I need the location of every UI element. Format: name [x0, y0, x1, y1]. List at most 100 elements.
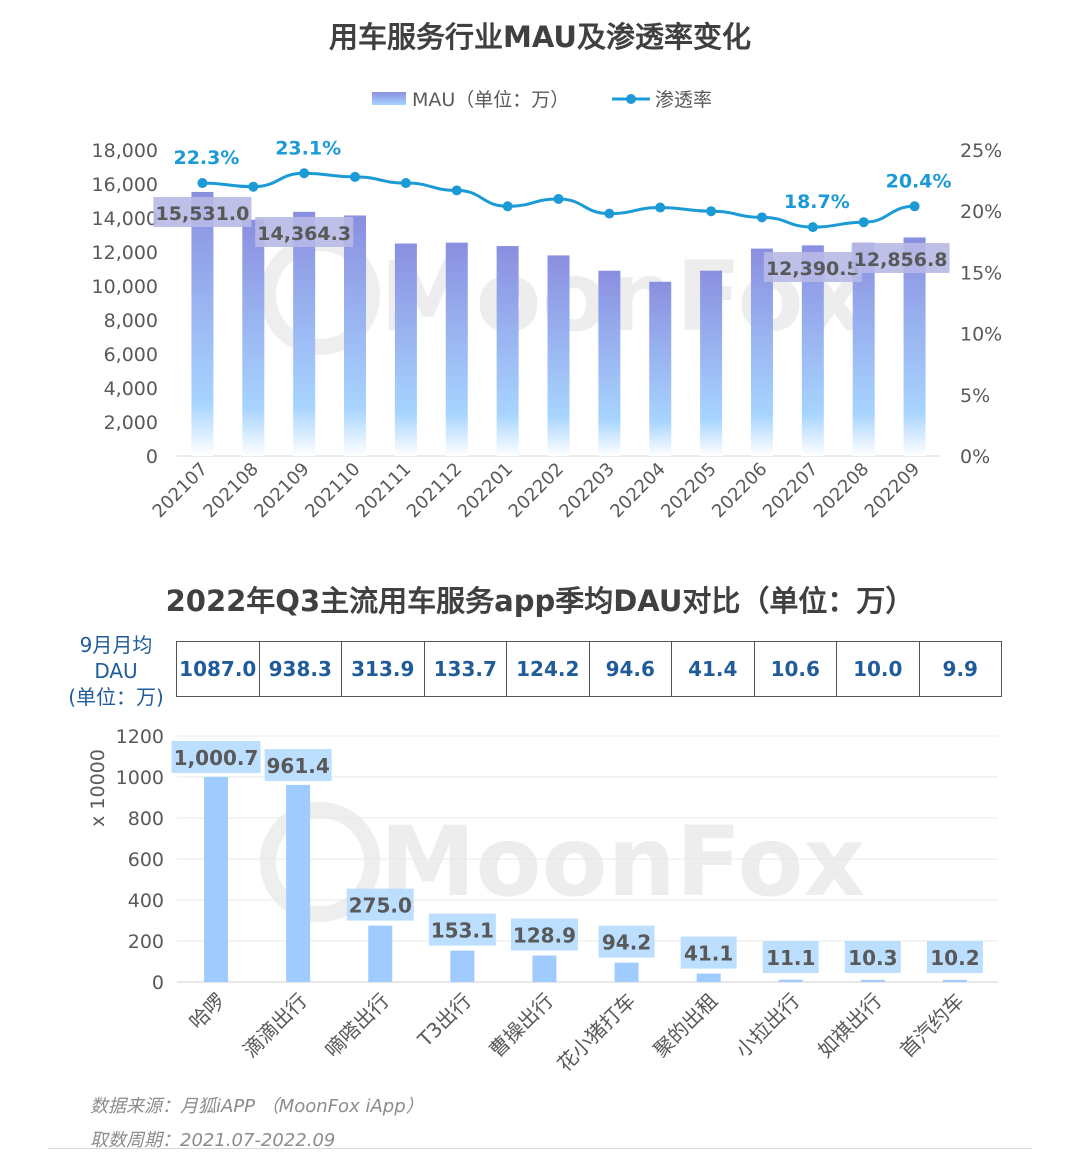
- dau-table-cell: 41.4: [672, 642, 755, 696]
- legend-line-marker: [626, 94, 636, 104]
- dau-label-box: [844, 941, 901, 973]
- dau-label-box: [926, 941, 983, 973]
- dau-table-row-label: 9月月均 DAU (单位：万): [58, 632, 174, 710]
- legend-line-label: 渗透率: [655, 89, 712, 111]
- dau-table-label-line: 9月月均: [79, 633, 153, 657]
- x-axis-tick-label: 滴滴出行: [238, 989, 312, 1063]
- dau-label-box: [346, 888, 414, 921]
- mau-bar: [344, 215, 367, 456]
- dau-table-cell: 1087.0: [177, 642, 260, 696]
- x-axis-tick-label: 首汽约车: [895, 989, 969, 1063]
- mau-label-box: [153, 197, 252, 227]
- x-axis-tick-label: 小拉出行: [731, 989, 805, 1063]
- x-axis-tick-label: 哈啰: [184, 989, 229, 1034]
- mau-bar: [191, 191, 214, 456]
- penetration-label: 20.4%: [886, 170, 952, 192]
- dau-value-label: 10.2: [930, 946, 979, 970]
- dau-table-label-line: (单位：万): [68, 685, 164, 709]
- mau-bar: [700, 270, 723, 456]
- x-axis-tick-label: 聚的出租: [649, 989, 723, 1063]
- mau-bar: [801, 245, 824, 456]
- penetration-point: [655, 202, 666, 213]
- mau-label-box: [255, 217, 354, 247]
- right-axis-tick-label: 0%: [960, 446, 990, 468]
- dau-bar: [368, 925, 393, 982]
- dau-bar: [942, 979, 967, 982]
- watermark-text: MoonFox: [380, 806, 865, 918]
- chart2-title: 2022年Q3主流用车服务app季均DAU对比（单位：万）: [165, 584, 915, 618]
- watermark-logo: [260, 802, 380, 922]
- right-axis-tick-label: 20%: [960, 201, 1002, 223]
- left-axis-tick-label: 10,000: [92, 276, 158, 298]
- penetration-point: [807, 222, 818, 233]
- dau-value-label: 153.1: [431, 919, 494, 943]
- mau-value-label: 14,364.3: [257, 223, 351, 245]
- penetration-label: 18.7%: [784, 191, 850, 213]
- period-note: 取数周期：2021.07-2022.09: [90, 1130, 336, 1151]
- y-axis-tick-label: 1200: [116, 726, 164, 748]
- dau-label-box: [680, 936, 737, 969]
- left-axis-tick-label: 6,000: [104, 344, 158, 366]
- dau-table-cell: 938.3: [260, 642, 342, 696]
- mau-bar: [394, 243, 417, 456]
- dau-table-cell: 9.9: [942, 657, 978, 681]
- dau-label-box: [428, 913, 496, 946]
- penetration-label: 22.3%: [173, 147, 239, 169]
- dau-value-label: 10.3: [848, 946, 897, 970]
- dau-bar: [532, 955, 557, 982]
- dau-label-box: [762, 941, 819, 973]
- legend-bar-swatch: [372, 92, 406, 105]
- x-axis-tick-label: 花小猪打车: [552, 989, 640, 1077]
- mau-label-box: [851, 243, 950, 273]
- penetration-point: [451, 185, 462, 196]
- dau-bar: [286, 784, 311, 982]
- right-axis-tick-label: 25%: [960, 140, 1002, 162]
- dau-table-label-line: DAU: [94, 659, 138, 683]
- y-axis-tick-label: 200: [128, 931, 164, 953]
- dau-table-cell: 133.7: [425, 642, 507, 696]
- september-dau-table: 1087.0 938.3 313.9 133.7 124.2 94.6 41.4 10.6 10…: [176, 641, 1002, 697]
- penetration-label: 23.1%: [275, 137, 341, 159]
- mau-bar: [598, 270, 621, 456]
- dau-value-label: 94.2: [602, 931, 651, 955]
- penetration-point: [858, 217, 869, 228]
- dau-bar: [450, 950, 475, 982]
- penetration-point: [400, 178, 411, 189]
- dau-bar: [204, 776, 229, 982]
- dau-value-label: 275.0: [349, 894, 412, 918]
- dau-value-label: 11.1: [766, 946, 815, 970]
- mau-bar: [242, 219, 265, 456]
- mau-bar: [852, 242, 875, 456]
- mau-bar: [445, 242, 468, 456]
- x-axis-tick-label: 如祺出行: [813, 989, 887, 1063]
- left-axis-tick-label: 16,000: [92, 174, 158, 196]
- mau-value-label: 12,390.5: [766, 258, 860, 280]
- mau-bar: [547, 255, 570, 456]
- source-note: 数据来源：月狐iAPP （MoonFox iApp）: [90, 1096, 424, 1117]
- penetration-point: [909, 201, 920, 212]
- penetration-point: [350, 171, 361, 182]
- dau-value-label: 1,000.7: [174, 746, 259, 770]
- penetration-point: [502, 201, 513, 212]
- dau-value-label: 961.4: [267, 754, 330, 778]
- dau-label-box: [598, 925, 655, 958]
- dau-bar: [696, 973, 721, 982]
- x-axis-tick-label: 嘀嗒出行: [320, 989, 394, 1063]
- left-axis-tick-label: 14,000: [92, 208, 158, 230]
- mau-label-box: [763, 252, 862, 282]
- x-axis-tick-label: T3出行: [412, 989, 476, 1053]
- penetration-point: [248, 181, 259, 192]
- left-axis-tick-label: 8,000: [104, 310, 158, 332]
- dau-table-cell: 94.6: [590, 642, 672, 696]
- dau-label-box: [264, 749, 332, 781]
- mau-bar: [750, 248, 773, 456]
- y-axis-tick-label: 600: [128, 849, 164, 871]
- dau-table-cell: 10.0: [837, 642, 920, 696]
- dau-comparison-chart: MoonFox 0 200 400 600 800 1000 1200 x 10000 1,000…: [87, 726, 998, 1077]
- mau-bar: [293, 211, 316, 456]
- y-axis-tick-label: 400: [128, 890, 164, 912]
- left-axis-tick-label: 0: [146, 446, 158, 468]
- dau-table-cell: 10.6: [755, 642, 837, 696]
- penetration-point: [197, 178, 208, 189]
